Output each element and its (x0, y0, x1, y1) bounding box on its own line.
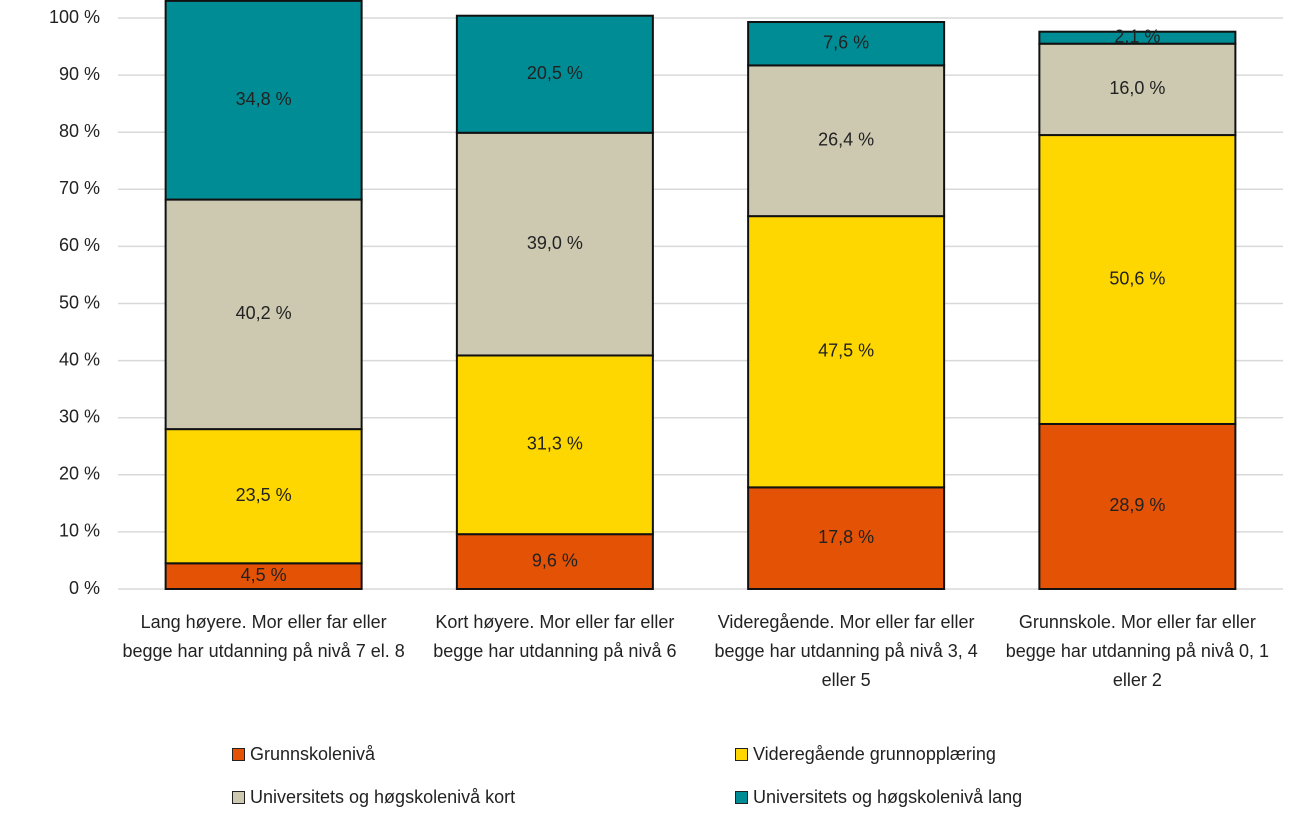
data-label: 16,0 % (1109, 78, 1165, 98)
bar-segment (455, 131, 654, 357)
legend-item: Grunnskolenivå (232, 744, 375, 765)
y-tick-label: 20 % (59, 464, 100, 484)
legend-item: Universitets og høgskolenivå kort (232, 787, 515, 808)
y-tick-label: 30 % (59, 406, 100, 426)
data-label: 47,5 % (818, 340, 874, 360)
bar-segment (164, 428, 363, 565)
y-tick-label: 80 % (59, 121, 100, 141)
bar-segment (455, 533, 654, 591)
legend-label: Grunnskolenivå (250, 744, 376, 764)
y-tick-label: 50 % (59, 292, 100, 312)
x-tick-label: Lang høyere. Mor eller far eller begge h… (122, 612, 405, 661)
data-label: 9,6 % (532, 550, 578, 570)
y-tick-label: 40 % (59, 349, 100, 369)
data-label: 26,4 % (818, 130, 874, 150)
y-tick-label: 70 % (59, 178, 100, 198)
data-label: 20,5 % (527, 63, 583, 83)
data-label: 50,6 % (1109, 268, 1165, 288)
bar-segment (1038, 30, 1237, 45)
bar-segment (747, 486, 946, 590)
bar-segment (1038, 422, 1237, 590)
legend-swatch (735, 791, 748, 804)
data-label: 7,6 % (823, 32, 869, 52)
legend-swatch (232, 748, 245, 761)
legend-item: Videregående grunnopplæring (735, 744, 996, 765)
bar-segment (747, 20, 946, 67)
y-tick-label: 10 % (59, 521, 100, 541)
bar-segment (164, 562, 363, 590)
x-tick-label: Kort høyere. Mor eller far eller begge h… (433, 612, 677, 661)
y-tick-label: 0 % (69, 578, 100, 598)
bar-segment (164, 0, 363, 201)
legend-swatch (735, 748, 748, 761)
data-label: 31,3 % (527, 434, 583, 454)
data-label: 4,5 % (241, 565, 287, 585)
bar-segment (747, 215, 946, 489)
data-label: 28,9 % (1109, 495, 1165, 515)
bar-segment (164, 198, 363, 431)
data-label: 39,0 % (527, 233, 583, 253)
legend-label: Videregående grunnopplæring (753, 744, 996, 764)
data-label: 40,2 % (236, 303, 292, 323)
data-label: 34,8 % (236, 89, 292, 109)
data-label: 23,5 % (236, 485, 292, 505)
data-label: 2,1 % (1114, 26, 1160, 46)
legend-swatch (232, 791, 245, 804)
y-tick-label: 90 % (59, 64, 100, 84)
bar-segment (455, 14, 654, 134)
bar-segment (1038, 42, 1237, 137)
x-tick-label: Videregående. Mor eller far eller begge … (714, 612, 978, 690)
y-tick-label: 60 % (59, 235, 100, 255)
x-tick-label: Grunnskole. Mor eller far eller begge ha… (1005, 612, 1269, 690)
bar-segment (747, 64, 946, 218)
legend-item: Universitets og høgskolenivå lang (735, 787, 1022, 808)
data-label: 17,8 % (818, 527, 874, 547)
legend-label: Universitets og høgskolenivå kort (250, 787, 516, 807)
legend-label: Universitets og høgskolenivå lang (753, 787, 1023, 807)
y-tick-label: 100 % (49, 7, 100, 27)
